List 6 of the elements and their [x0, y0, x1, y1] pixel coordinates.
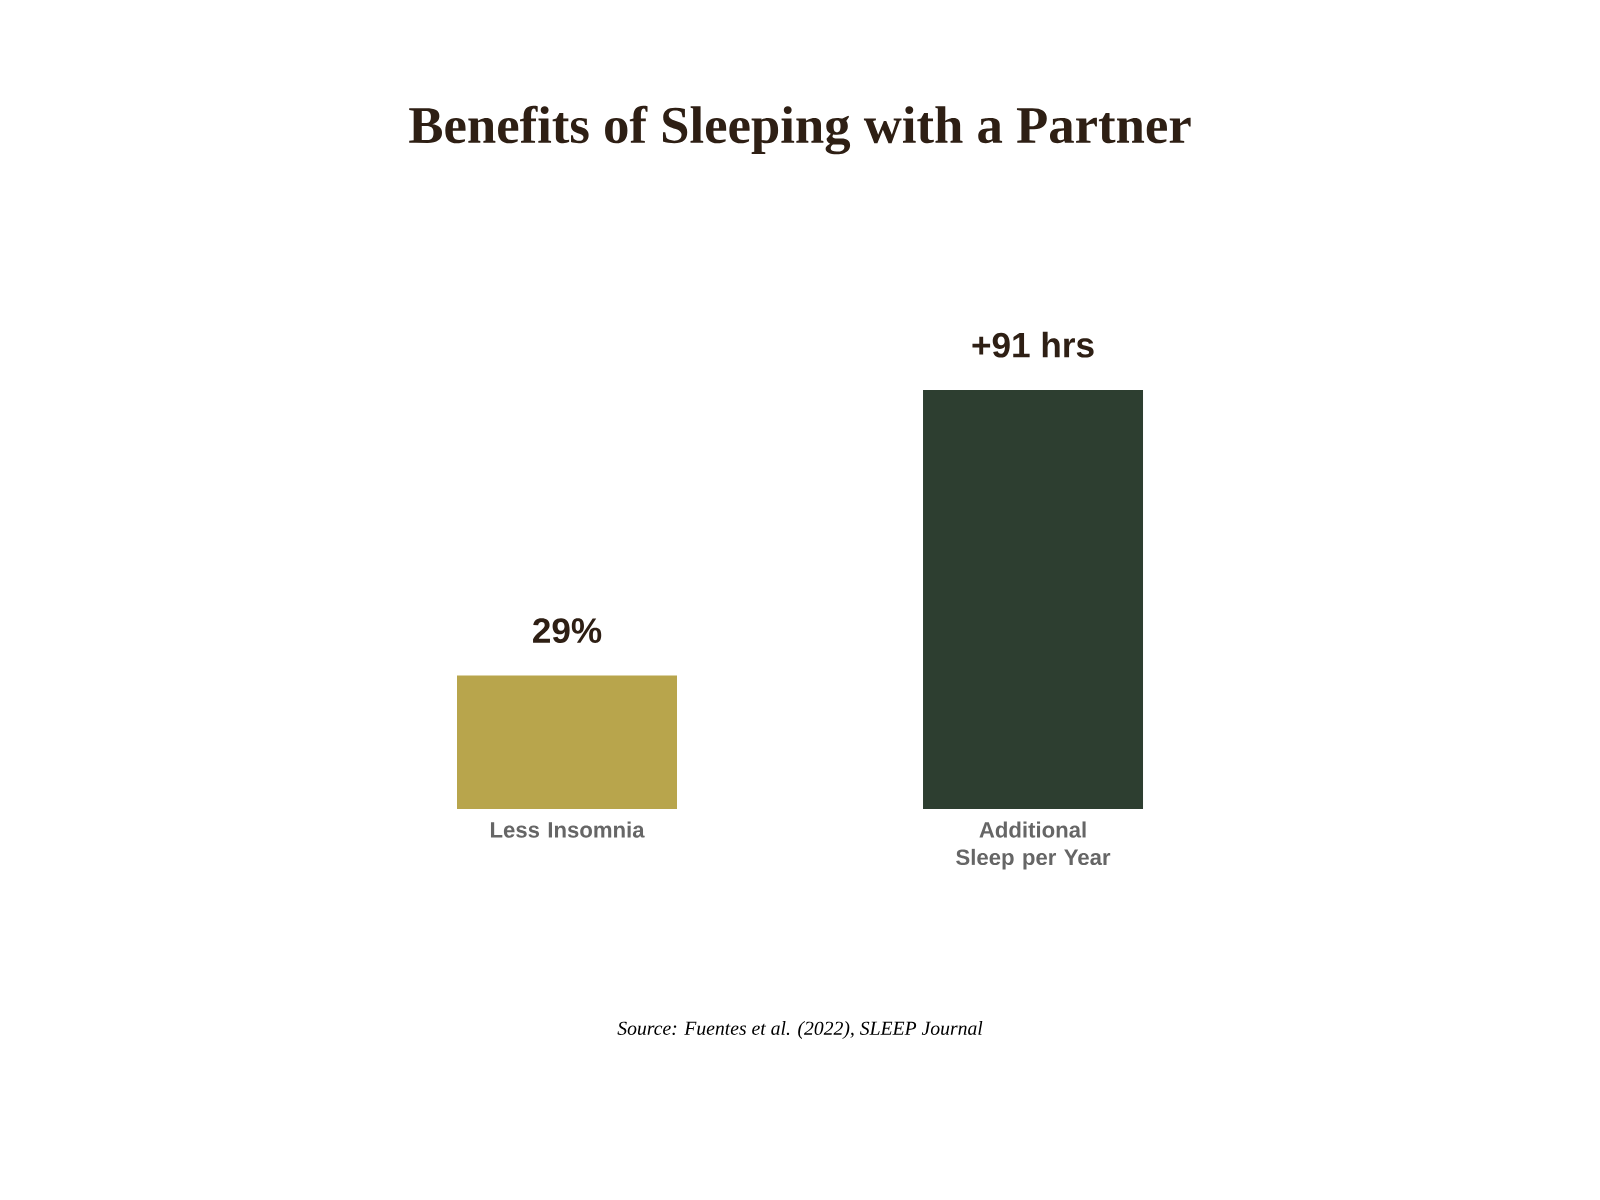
x-tick-label: Less Insomnia [490, 821, 645, 838]
x-tick-label: Additional Sleep per Year [956, 821, 1111, 870]
source-note: Source: Fuentes et al. (2022), SLEEP Journal [617, 1021, 983, 1039]
data-label: +91 hrs [972, 331, 1094, 358]
chart-title: Benefits of Sleeping with a Partner [409, 105, 1191, 155]
data-label: 29% [533, 618, 602, 644]
